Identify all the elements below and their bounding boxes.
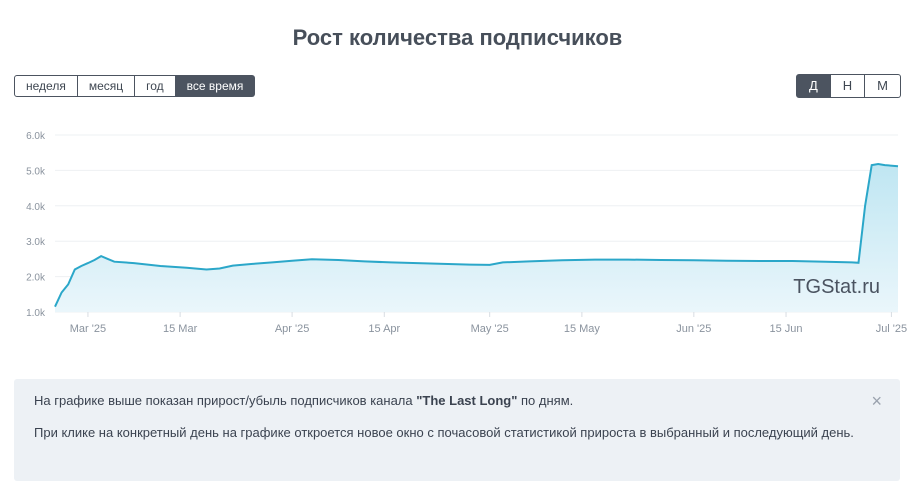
x-tick-label: 15 Jun — [770, 323, 803, 335]
x-tick-label: Jul '25 — [876, 323, 907, 335]
x-tick-label: Apr '25 — [275, 323, 310, 335]
period-week-button[interactable]: неделя — [14, 75, 78, 97]
x-tick-label: May '25 — [471, 323, 509, 335]
subscribers-chart[interactable]: 1.0k 2.0k 3.0k 4.0k 5.0k 6.0k Mar '25 15 Mar Ap… — [0, 120, 915, 345]
y-tick-label: 1.0k — [26, 308, 46, 319]
x-tick-label: Mar '25 — [70, 323, 106, 335]
period-year-button[interactable]: год — [135, 75, 176, 97]
y-tick-label: 4.0k — [26, 202, 46, 213]
info-text: На графике выше показан прирост/убыль по… — [34, 393, 417, 408]
x-tick-label: 15 Apr — [368, 323, 400, 335]
close-icon[interactable]: × — [871, 391, 882, 411]
granularity-day-button[interactable]: Д — [795, 74, 831, 98]
x-tick-label: Jun '25 — [676, 323, 711, 335]
watermark: TGStat.ru — [793, 276, 880, 298]
y-tick-label: 6.0k — [26, 131, 46, 142]
y-tick-label: 2.0k — [26, 273, 46, 284]
info-panel: На графике выше показан прирост/убыль по… — [14, 379, 900, 481]
granularity-month-button[interactable]: М — [865, 74, 901, 98]
area-fill — [55, 164, 898, 312]
granularity-selector: Д Н М — [795, 74, 901, 98]
page-title: Рост количества подписчиков — [292, 25, 623, 50]
granularity-week-button[interactable]: Н — [830, 74, 866, 98]
x-axis: Mar '25 15 Mar Apr '25 15 Apr May '25 15 May J… — [70, 312, 907, 335]
y-axis: 1.0k 2.0k 3.0k 4.0k 5.0k 6.0k — [26, 131, 46, 319]
period-all-time-button[interactable]: все время — [175, 75, 256, 97]
series-line[interactable] — [54, 162, 899, 308]
period-month-button[interactable]: месяц — [77, 75, 136, 97]
x-tick-label: 15 Mar — [163, 323, 198, 335]
period-selector: неделя месяц год все время — [14, 75, 256, 97]
info-line-1: На графике выше показан прирост/убыль по… — [34, 391, 880, 411]
channel-name: "The Last Long" — [416, 393, 518, 408]
y-tick-label: 3.0k — [26, 237, 46, 248]
info-text-suffix: по дням. — [517, 393, 574, 408]
x-tick-label: 15 May — [564, 323, 601, 335]
y-tick-label: 5.0k — [26, 166, 46, 177]
info-line-2: При клике на конкретный день на графике … — [34, 425, 854, 440]
